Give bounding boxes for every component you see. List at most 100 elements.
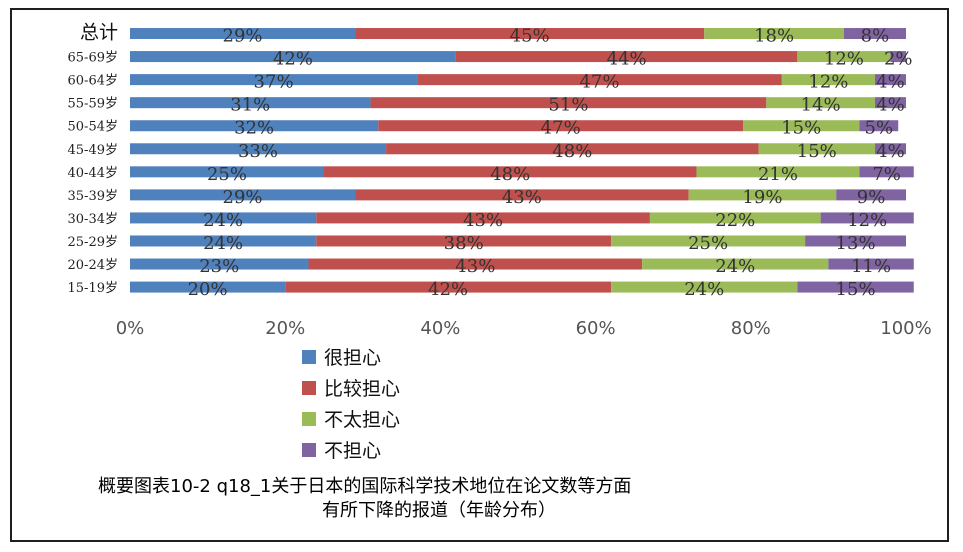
bar-segment [130, 258, 309, 270]
bar-segment [130, 97, 371, 109]
bar-segment [704, 28, 844, 40]
data-label: 44% [607, 49, 647, 70]
data-label: 47% [579, 72, 619, 93]
data-label: 48% [552, 141, 592, 162]
bar-segment [859, 120, 899, 132]
legend-label: 比较担心 [324, 378, 400, 400]
category-label: 60-64岁 [68, 74, 118, 89]
data-label: 29% [223, 26, 263, 47]
data-label: 25% [207, 164, 247, 185]
bar-segment [355, 189, 689, 201]
x-tick-label: 20% [265, 318, 305, 339]
bar-segment [843, 28, 906, 40]
bar-segment [130, 74, 418, 86]
data-label: 23% [199, 256, 239, 277]
bar-segment [758, 143, 875, 155]
data-label: 47% [541, 118, 581, 139]
bar-segment [316, 212, 650, 224]
data-label: 13% [836, 233, 876, 254]
bar-segment [455, 51, 798, 63]
category-label: 65-69岁 [68, 51, 118, 66]
bar-segment [285, 281, 612, 293]
bar-segment [417, 74, 782, 86]
data-label: 24% [203, 210, 243, 231]
bar-segment [611, 235, 806, 247]
data-label: 9% [857, 187, 886, 208]
bar-segment [797, 51, 891, 63]
data-label: 29% [223, 187, 263, 208]
chart-caption-line-1: 概要图表10-2 q18_1关于日本的国际科学技术地位在论文数等方面 [98, 476, 631, 497]
chart-caption-line-2: 有所下降的报道（年龄分布） [322, 500, 556, 521]
bar-segment [820, 212, 914, 224]
bar-segment [859, 166, 914, 178]
bar-segment [828, 258, 914, 270]
category-label: 40-44岁 [68, 166, 118, 181]
data-label: 22% [715, 210, 755, 231]
legend-label: 不担心 [324, 440, 381, 462]
data-label: 4% [876, 95, 905, 116]
data-label: 42% [273, 49, 313, 70]
data-label: 12% [847, 210, 887, 231]
bar-segment [766, 97, 875, 109]
bar-segment [836, 189, 906, 201]
bar-segment [743, 120, 860, 132]
plot-area: 总计 29% 45% 18% 8% 65-69岁 42% 44% 12% 2% 60-64岁 37% 4… [68, 22, 914, 300]
data-label: 19% [742, 187, 782, 208]
data-label: 4% [876, 141, 905, 162]
bar-segment [130, 143, 387, 155]
bar-segment [688, 189, 837, 201]
bar-segment [130, 28, 356, 40]
bar-segment [696, 166, 860, 178]
data-label: 33% [238, 141, 278, 162]
bar-segment [378, 120, 744, 132]
data-label: 2% [884, 49, 913, 70]
chart-frame [10, 8, 949, 542]
data-label: 43% [455, 256, 495, 277]
data-label: 11% [851, 256, 891, 277]
legend-label: 不太担心 [324, 409, 400, 431]
data-label: 32% [234, 118, 274, 139]
category-label: 20-24岁 [68, 258, 118, 273]
bar-segment [890, 51, 906, 63]
legend-swatch [302, 412, 316, 426]
category-label: 15-19岁 [68, 281, 118, 296]
category-label: 25-29岁 [68, 235, 118, 250]
bar-segment [797, 281, 914, 293]
category-label: 50-54岁 [68, 120, 118, 135]
data-label: 7% [872, 164, 901, 185]
category-label: 55-59岁 [68, 97, 118, 112]
bar-segment [308, 258, 643, 270]
bar-segment [316, 235, 612, 247]
bar-segment [874, 74, 906, 86]
data-label: 43% [463, 210, 503, 231]
bar-segment [805, 235, 906, 247]
data-label: 38% [444, 233, 484, 254]
category-label: 35-39岁 [68, 189, 118, 204]
data-label: 31% [230, 95, 270, 116]
data-label: 5% [865, 118, 894, 139]
x-tick-label: 0% [116, 318, 145, 339]
legend-swatch [302, 350, 316, 364]
data-label: 15% [836, 279, 876, 300]
bar-segment [386, 143, 759, 155]
data-label: 14% [801, 95, 841, 116]
data-label: 43% [502, 187, 542, 208]
data-label: 45% [510, 26, 550, 47]
data-label: 12% [824, 49, 864, 70]
data-label: 37% [254, 72, 294, 93]
x-tick-label: 60% [576, 318, 616, 339]
data-label: 48% [490, 164, 530, 185]
data-label: 51% [548, 95, 588, 116]
bar-segment [370, 97, 767, 109]
bar-segment [130, 189, 356, 201]
bar-segment [611, 281, 798, 293]
category-label: 总计 [80, 22, 118, 44]
data-label: 18% [754, 26, 794, 47]
bar-segment [130, 235, 317, 247]
x-tick-label: 100% [880, 318, 931, 339]
data-label: 25% [688, 233, 728, 254]
data-label: 20% [188, 279, 228, 300]
data-label: 8% [861, 26, 890, 47]
